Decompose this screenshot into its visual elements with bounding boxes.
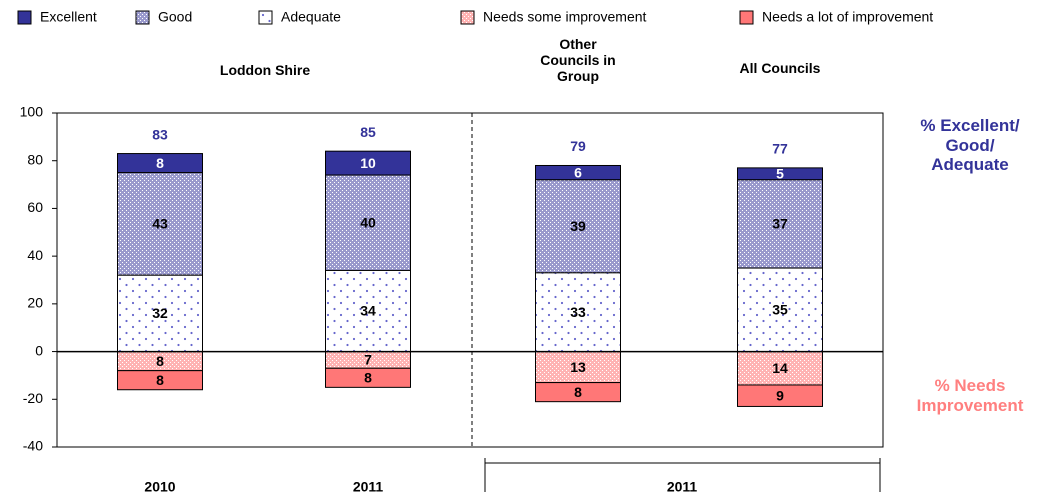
bar-segment	[535, 272, 621, 353]
group-label: Loddon Shire	[219, 62, 311, 78]
legend-swatch	[739, 10, 754, 25]
y-tick-label: -40	[23, 438, 43, 454]
data-label: 32	[152, 305, 168, 321]
data-label: 40	[360, 214, 376, 230]
data-label: 43	[152, 216, 168, 232]
data-label: 14	[772, 360, 788, 376]
data-label: 6	[574, 164, 582, 180]
bar-segment	[737, 351, 823, 386]
annotation: % Needs Improvement	[916, 376, 1024, 415]
bar-segment	[117, 172, 203, 276]
y-tick-label: 100	[20, 104, 44, 120]
data-label: 8	[574, 384, 582, 400]
legend-label: Excellent	[40, 9, 97, 25]
annotation: % Excellent/ Good/ Adequate	[920, 116, 1020, 175]
bar-segment	[737, 384, 823, 407]
bar-segment	[117, 370, 203, 391]
legend-label: Needs some improvement	[483, 9, 647, 25]
data-label: 8	[364, 370, 372, 386]
group-label: Other Councils in Group	[540, 36, 616, 85]
data-label: 35	[772, 302, 788, 318]
total-label: 79	[570, 138, 586, 154]
data-label: 9	[776, 387, 784, 403]
plot-frame	[56, 112, 884, 448]
data-label: 13	[570, 359, 586, 375]
x-tick-label: 2010	[144, 479, 175, 495]
y-tick-label: 0	[35, 342, 43, 358]
bar-segment	[325, 269, 411, 353]
legend-label: Adequate	[281, 9, 341, 25]
data-label: 39	[570, 218, 586, 234]
y-tick-label: -20	[23, 390, 43, 406]
y-tick-label: 20	[27, 295, 43, 311]
data-label: 5	[776, 166, 784, 182]
y-tick-label: 60	[27, 199, 43, 215]
legend-label: Needs a lot of improvement	[762, 9, 933, 25]
legend-swatch	[17, 10, 32, 25]
period-label: 2011	[667, 479, 698, 495]
total-label: 85	[360, 124, 376, 140]
total-label: 83	[152, 126, 168, 142]
data-label: 37	[772, 216, 788, 232]
legend-swatch	[135, 10, 150, 25]
bar-segment	[737, 179, 823, 269]
legend-swatch	[258, 10, 273, 25]
total-label: 77	[772, 141, 788, 157]
group-label: All Councils	[739, 60, 821, 76]
legend-swatch	[460, 10, 475, 25]
data-label: 10	[360, 155, 376, 171]
data-label: 8	[156, 372, 164, 388]
bar-segment	[535, 179, 621, 274]
bar-segment	[325, 367, 411, 388]
x-tick-label: 2011	[353, 479, 384, 495]
data-label: 8	[156, 155, 164, 171]
y-tick-label: 40	[27, 247, 43, 263]
bar-segment	[117, 274, 203, 353]
data-label: 8	[156, 353, 164, 369]
legend-label: Good	[158, 9, 192, 25]
data-label: 34	[360, 303, 376, 319]
bar-segment	[325, 174, 411, 271]
data-label: 7	[364, 352, 372, 368]
y-tick-label: 80	[27, 151, 43, 167]
bar-segment	[535, 382, 621, 403]
data-label: 33	[570, 304, 586, 320]
